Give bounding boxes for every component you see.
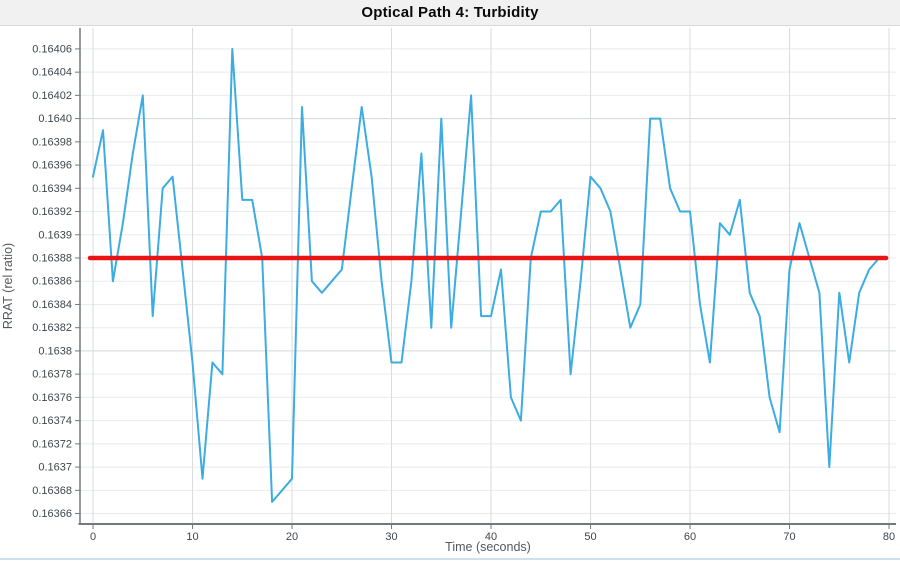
y-tick-label: 0.16378: [32, 369, 72, 381]
turbidity-series-line: [92, 47, 881, 503]
y-tick-label: 0.16376: [32, 392, 72, 404]
y-tick-label: 0.16396: [32, 160, 72, 172]
y-tick-label: 0.16372: [32, 438, 72, 450]
y-tick-label: 0.16404: [32, 67, 72, 79]
y-tick-label: 0.16374: [32, 415, 72, 427]
y-tick-label: 0.1637: [38, 462, 72, 474]
x-tick-label: 50: [584, 531, 596, 543]
x-tick-label: 70: [783, 531, 795, 543]
y-tick-label: 0.16402: [32, 90, 72, 102]
x-tick-label: 60: [684, 531, 696, 543]
x-axis-label: Time (seconds): [445, 540, 531, 554]
x-tick-label: 20: [286, 531, 298, 543]
y-tick-label: 0.16386: [32, 276, 72, 288]
chart-title: Optical Path 4: Turbidity: [361, 4, 539, 21]
x-tick-label: 80: [883, 531, 895, 543]
x-tick-label: 10: [186, 531, 198, 543]
y-axis-label: RRAT (rel ratio): [1, 243, 15, 329]
x-tick-label: 0: [90, 531, 96, 543]
bottom-panel-edge: [0, 558, 900, 560]
y-tick-label: 0.16406: [32, 43, 72, 55]
y-tick-label: 0.16384: [32, 299, 72, 311]
chart-title-bar: Optical Path 4: Turbidity: [0, 0, 900, 26]
x-tick-label: 40: [485, 531, 497, 543]
y-tick-label: 0.1640: [38, 113, 72, 125]
y-tick-label: 0.16392: [32, 206, 72, 218]
y-tick-label: 0.16366: [32, 508, 72, 520]
y-tick-label: 0.16368: [32, 485, 72, 497]
y-tick-label: 0.16388: [32, 252, 72, 264]
x-tick-label: 30: [385, 531, 397, 543]
y-tick-label: 0.16398: [32, 136, 72, 148]
y-tick-label: 0.16382: [32, 322, 72, 334]
y-tick-label: 0.1638: [38, 345, 72, 357]
y-tick-label: 0.1639: [38, 229, 72, 241]
y-tick-label: 0.16394: [32, 183, 72, 195]
